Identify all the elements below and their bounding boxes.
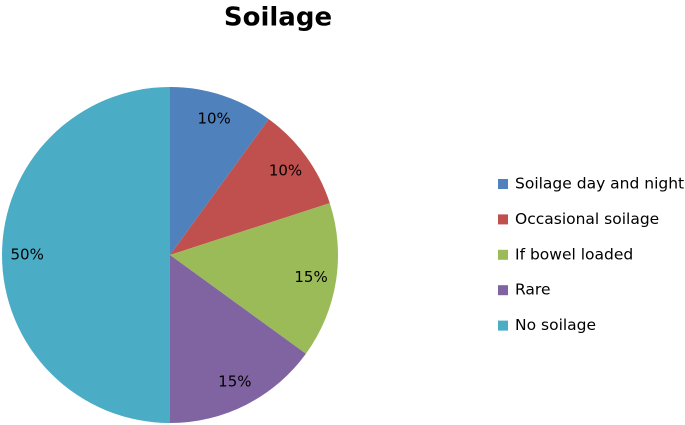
legend-label: Rare xyxy=(515,281,551,299)
data-label: 10% xyxy=(197,110,230,128)
legend-label: No soilage xyxy=(515,316,596,334)
legend-swatch xyxy=(498,179,508,189)
chart-title: Soilage xyxy=(224,3,332,33)
legend-label: If bowel loaded xyxy=(515,245,633,263)
legend-label: Soilage day and night xyxy=(515,175,684,193)
data-label: 15% xyxy=(294,268,327,286)
legend-swatch xyxy=(498,214,508,225)
pie-slice xyxy=(170,87,269,255)
pie-slice xyxy=(170,203,339,354)
legend-label: Occasional soilage xyxy=(515,210,659,228)
data-label: 15% xyxy=(218,373,251,391)
legend-swatch xyxy=(498,249,508,260)
data-label: 50% xyxy=(11,246,44,264)
pie-slice xyxy=(170,119,330,255)
pie-slice xyxy=(2,87,170,423)
legend-swatch xyxy=(498,320,508,331)
pie-slice xyxy=(170,255,306,423)
legend-swatch xyxy=(498,285,508,296)
data-label: 10% xyxy=(269,162,302,180)
